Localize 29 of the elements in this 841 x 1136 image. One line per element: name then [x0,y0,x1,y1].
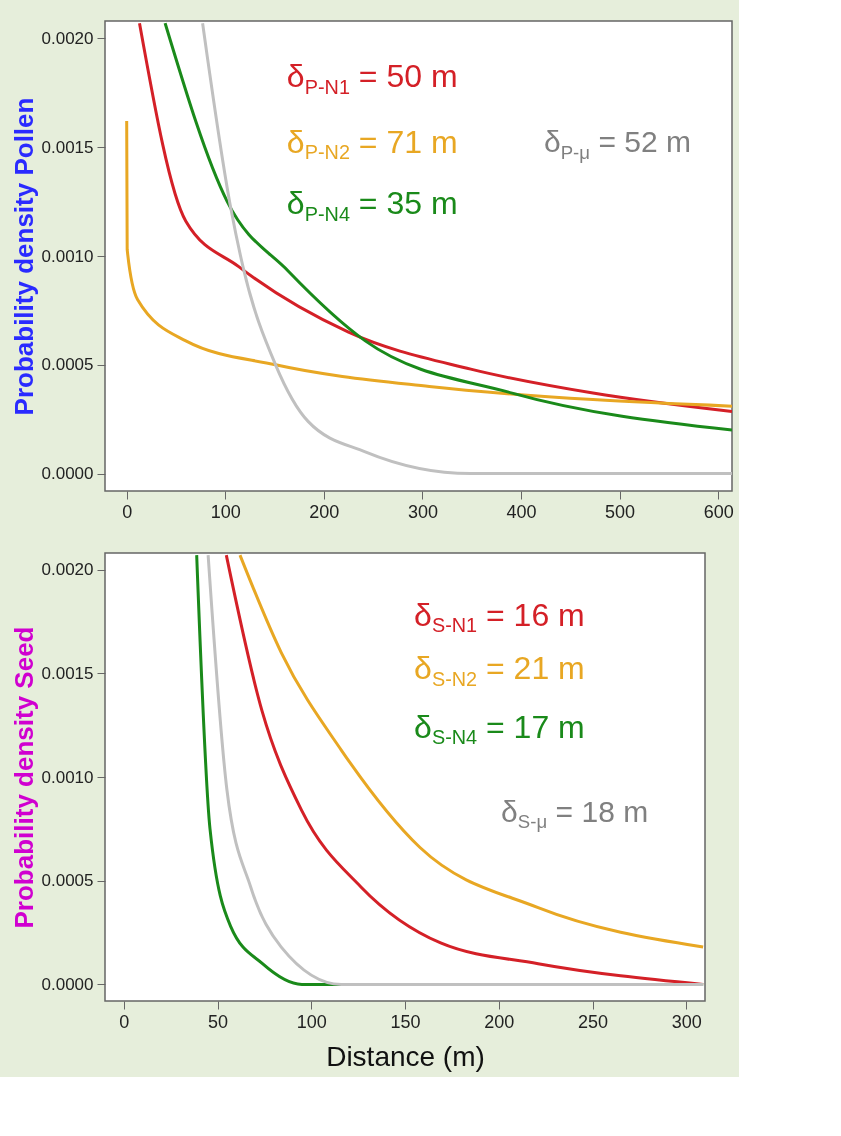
line-series [125,119,732,408]
x-tick-label: 300 [671,1011,702,1032]
x-tick-label: 0 [122,501,133,522]
x-tick-label: 400 [506,501,537,522]
y-tick-label: 0.0010 [41,767,94,787]
x-tick-label: 250 [577,1011,609,1032]
x-tick-label: 200 [309,501,340,522]
x-tick-label: 600 [703,501,734,522]
y-tick-label: 0.0020 [41,560,94,580]
x-tick-label: 200 [484,1011,515,1032]
y-tick-label: 0.0010 [41,246,94,266]
y-tick-label: 0.0005 [41,355,94,375]
y-axis-title: Probability density Seed [8,626,39,929]
x-tick-label: 300 [407,501,438,522]
line-series [201,21,732,476]
y-tick-label: 0.0015 [41,663,94,683]
y-axis-title: Probability density Pollen [8,97,39,416]
x-axis-title: Distance (m) [326,1040,485,1072]
x-tick-label: 500 [605,501,636,522]
y-tick-label: 0.0005 [41,871,94,891]
y-tick-label: 0.0020 [41,28,94,48]
x-tick-label: 150 [390,1011,421,1032]
y-tick-label: 0.0000 [41,974,94,994]
x-tick-label: 100 [210,501,241,522]
x-tick-label: 50 [207,1011,229,1032]
y-tick-label: 0.0000 [41,464,94,484]
x-tick-label: 100 [296,1011,327,1032]
y-tick-label: 0.0015 [41,137,94,157]
x-tick-label: 0 [119,1011,130,1032]
